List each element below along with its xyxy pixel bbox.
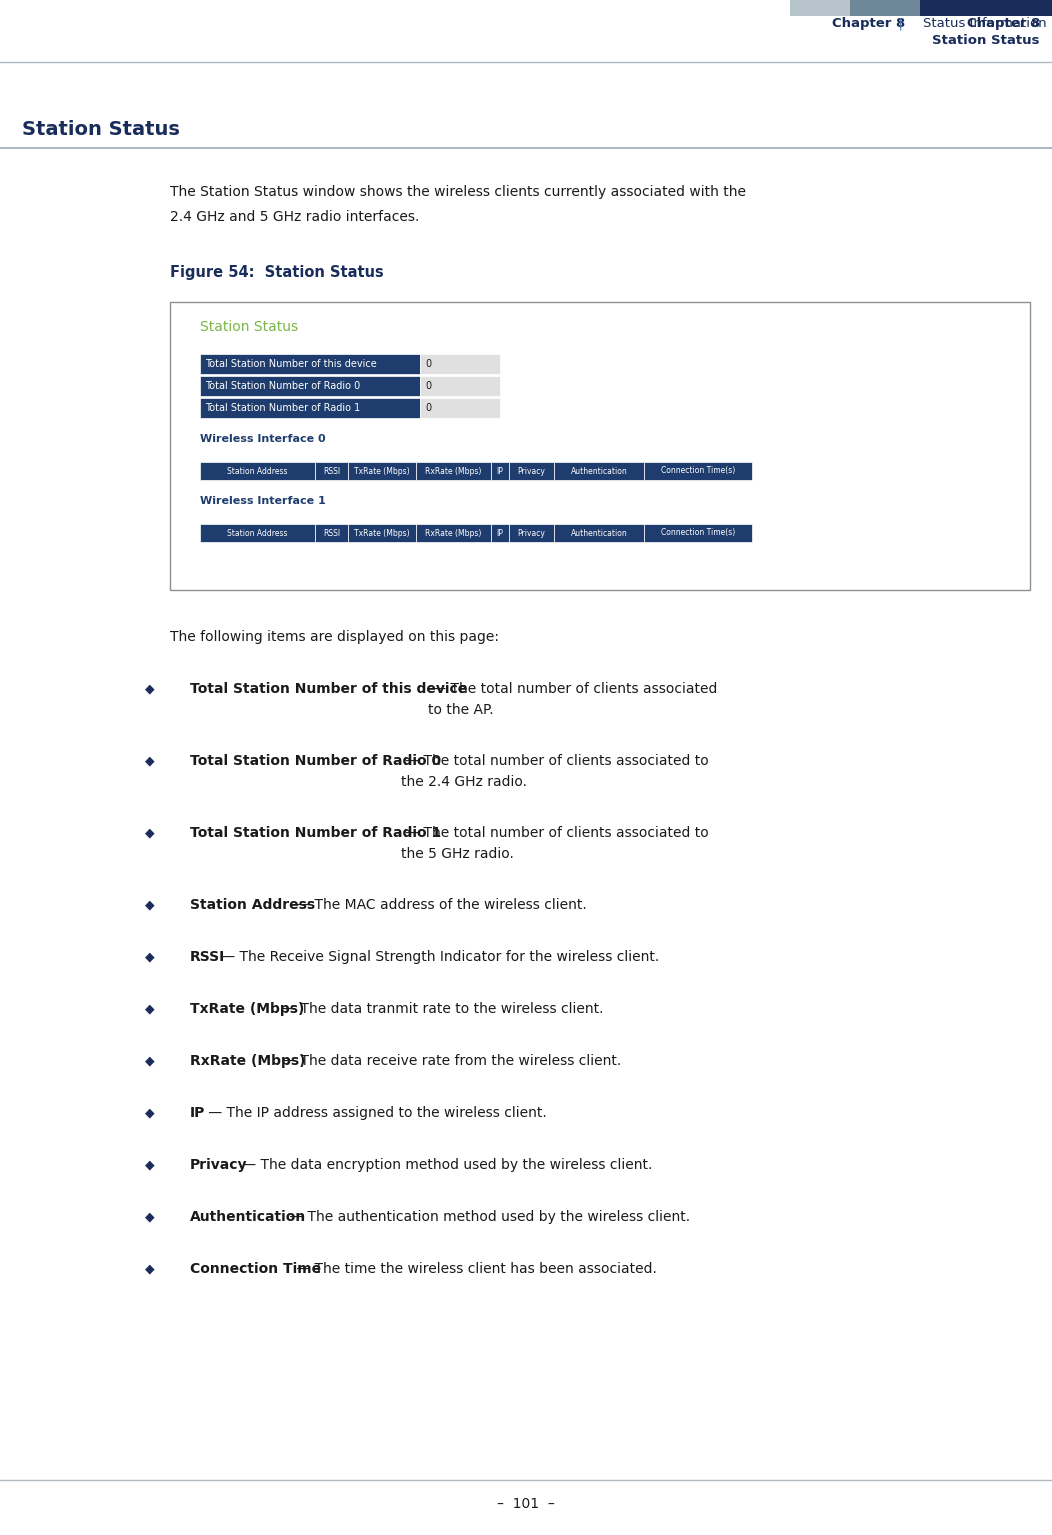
Text: Authentication: Authentication [570,528,627,537]
Bar [420,355,500,375]
Text: TxRate (Mbps): TxRate (Mbps) [355,467,410,476]
Text: |: | [890,17,912,31]
Text: Total Station Number of this device: Total Station Number of this device [205,359,377,368]
Text: Privacy: Privacy [518,467,545,476]
Text: RxRate (Mbps): RxRate (Mbps) [425,528,482,537]
Text: — The data tranmit rate to the wireless client.: — The data tranmit rate to the wireless … [279,1002,604,1016]
Text: Station Status: Station Status [22,120,180,140]
Bar [509,462,554,480]
Text: Wireless Interface 0: Wireless Interface 0 [200,434,326,444]
Text: 0: 0 [425,404,431,413]
Text: Chapter 8: Chapter 8 [832,17,906,31]
Text: Figure 54:  Station Status: Figure 54: Station Status [170,266,384,279]
Text: Connection Time: Connection Time [190,1262,321,1276]
Bar [420,398,500,418]
Bar [416,462,491,480]
Text: Privacy: Privacy [190,1157,247,1173]
Text: IP: IP [497,528,504,537]
Bar [416,523,491,542]
Text: RxRate (Mbps): RxRate (Mbps) [190,1055,305,1068]
Bar [420,376,500,396]
Bar [200,355,420,375]
Text: –  101  –: – 101 – [498,1497,554,1510]
Text: 0: 0 [425,381,431,391]
Text: Status Information: Status Information [923,17,1047,31]
Text: — The data receive rate from the wireless client.: — The data receive rate from the wireles… [279,1055,622,1068]
Bar [790,0,850,15]
Text: Chapter 8: Chapter 8 [967,17,1040,31]
Text: Authentication: Authentication [190,1210,306,1223]
Bar [315,523,348,542]
Text: ◆: ◆ [145,1210,155,1223]
Text: Wireless Interface 1: Wireless Interface 1 [200,496,326,507]
Bar [200,462,315,480]
Text: 0: 0 [425,359,431,368]
Text: ◆: ◆ [145,682,155,695]
Bar [200,376,420,396]
Text: — The Receive Signal Strength Indicator for the wireless client.: — The Receive Signal Strength Indicator … [217,950,660,964]
Text: ◆: ◆ [145,950,155,962]
Bar [491,523,509,542]
Bar [644,523,752,542]
Text: — The total number of clients associated to
the 5 GHz radio.: — The total number of clients associated… [401,826,709,861]
Text: ◆: ◆ [145,1055,155,1067]
Text: Station Address: Station Address [227,467,288,476]
Text: — The authentication method used by the wireless client.: — The authentication method used by the … [285,1210,690,1223]
Text: Total Station Number of Radio 1: Total Station Number of Radio 1 [205,404,360,413]
Bar [850,0,920,15]
Bar [200,398,420,418]
Text: TxRate (Mbps): TxRate (Mbps) [355,528,410,537]
Text: ◆: ◆ [145,754,155,768]
Text: — The IP address assigned to the wireless client.: — The IP address assigned to the wireles… [204,1107,546,1121]
Bar [920,0,1052,15]
Text: Authentication: Authentication [570,467,627,476]
Text: — The time the wireless client has been associated.: — The time the wireless client has been … [292,1262,656,1276]
Text: Station Status: Station Status [932,34,1040,48]
Text: The Station Status window shows the wireless clients currently associated with t: The Station Status window shows the wire… [170,186,746,200]
Text: — The data encryption method used by the wireless client.: — The data encryption method used by the… [238,1157,652,1173]
Text: RxRate (Mbps): RxRate (Mbps) [425,467,482,476]
Text: ◆: ◆ [145,1157,155,1171]
Text: Total Station Number of Radio 0: Total Station Number of Radio 0 [190,754,441,768]
Text: Total Station Number of this device: Total Station Number of this device [190,682,467,695]
Text: IP: IP [497,467,504,476]
Text: RSSI: RSSI [190,950,225,964]
Bar [348,462,416,480]
Bar [170,302,1030,589]
Text: Total Station Number of Radio 0: Total Station Number of Radio 0 [205,381,360,391]
Text: Connection Time(s): Connection Time(s) [661,528,735,537]
Bar [554,462,644,480]
Text: RSSI: RSSI [323,467,340,476]
Text: Station Address: Station Address [227,528,288,537]
Text: — The MAC address of the wireless client.: — The MAC address of the wireless client… [292,898,587,912]
Text: ◆: ◆ [145,1107,155,1119]
Text: Station Status: Station Status [200,319,298,335]
Text: Total Station Number of Radio 1: Total Station Number of Radio 1 [190,826,441,840]
Text: Station Address: Station Address [190,898,316,912]
Bar [200,523,315,542]
Text: ◆: ◆ [145,1262,155,1276]
Text: Privacy: Privacy [518,528,545,537]
Bar [491,462,509,480]
Text: The following items are displayed on this page:: The following items are displayed on thi… [170,629,499,645]
Bar [509,523,554,542]
Bar [315,462,348,480]
Text: IP: IP [190,1107,205,1121]
Bar [644,462,752,480]
Text: RSSI: RSSI [323,528,340,537]
Text: ◆: ◆ [145,1002,155,1015]
Text: — The total number of clients associated to
the 2.4 GHz radio.: — The total number of clients associated… [401,754,709,789]
Text: TxRate (Mbps): TxRate (Mbps) [190,1002,304,1016]
Bar [348,523,416,542]
Text: Connection Time(s): Connection Time(s) [661,467,735,476]
Text: 2.4 GHz and 5 GHz radio interfaces.: 2.4 GHz and 5 GHz radio interfaces. [170,210,420,224]
Bar [554,523,644,542]
Text: ◆: ◆ [145,826,155,840]
Text: — The total number of clients associated
to the AP.: — The total number of clients associated… [428,682,717,717]
Text: ◆: ◆ [145,898,155,910]
